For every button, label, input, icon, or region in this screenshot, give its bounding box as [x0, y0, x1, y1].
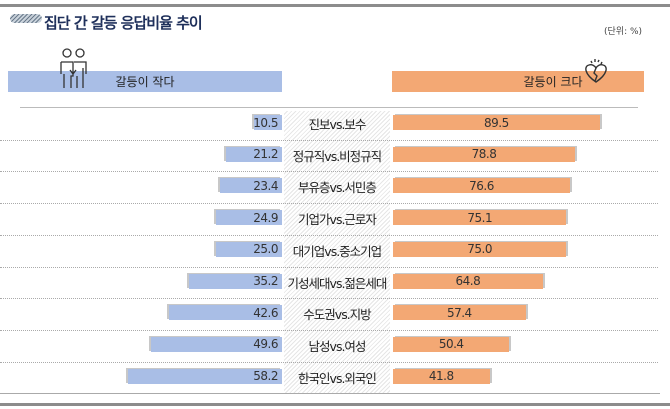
legend-left: 갈등이 작다 — [8, 71, 282, 92]
bar-left-label: 21.2 — [253, 147, 278, 162]
broken-heart-icon — [585, 59, 607, 83]
bar-right: 41.8 — [393, 368, 490, 384]
bar-right-label: 89.5 — [484, 115, 509, 130]
legend-right-label: 갈등이 크다 — [523, 75, 583, 89]
category-label: 기업가vs.근로자 — [298, 212, 377, 228]
bar-right-label: 75.0 — [467, 242, 492, 257]
bar-left-label: 23.4 — [253, 178, 278, 193]
unit-label: (단위: %) — [604, 27, 643, 37]
row-divider — [0, 266, 658, 268]
title-bullet-icon — [10, 14, 42, 23]
bar-right: 75.0 — [393, 241, 567, 257]
legend-right: 갈등이 크다 — [392, 71, 644, 92]
row-divider — [0, 171, 658, 173]
bar-right-label: 64.8 — [455, 274, 481, 288]
bar-right: 50.4 — [393, 336, 510, 352]
bar-right: 64.8 — [393, 273, 543, 289]
bar-right: 57.4 — [393, 305, 526, 321]
bar-left: 25.0 — [215, 241, 282, 257]
bar-left: 35.2 — [188, 273, 282, 289]
bar-left: 42.6 — [169, 305, 282, 321]
bar-left-label: 58.2 — [253, 369, 278, 384]
top-border — [0, 4, 670, 7]
category-label: 부유층vs.서민층 — [298, 180, 377, 196]
row-divider — [0, 329, 658, 331]
bar-left-label: 25.0 — [253, 242, 278, 257]
bar-left: 24.9 — [216, 210, 282, 226]
bar-left: 49.6 — [150, 336, 282, 352]
bottom-border — [0, 403, 670, 406]
bar-right-label: 78.8 — [471, 147, 497, 162]
bar-right: 78.8 — [393, 146, 576, 162]
header-separator — [20, 107, 638, 108]
category-label: 한국인vs.외국인 — [298, 370, 377, 386]
row-divider — [0, 203, 658, 205]
bar-right: 89.5 — [393, 115, 600, 130]
bar-left: 10.5 — [253, 115, 282, 130]
row-divider — [0, 139, 658, 141]
bar-left-label: 49.6 — [253, 337, 278, 352]
bar-right-label: 50.4 — [438, 337, 464, 352]
category-label: 수도권vs.지방 — [303, 307, 371, 323]
bar-right-label: 75.1 — [467, 210, 493, 225]
couple-icon — [60, 48, 87, 88]
chart-title: 집단 간 갈등 응답비율 추이 — [44, 14, 203, 32]
category-column — [284, 111, 390, 393]
bar-left-label: 10.5 — [253, 115, 278, 130]
category-label: 진보vs.보수 — [308, 117, 367, 132]
category-label: 기성세대vs.젊은세대 — [287, 275, 388, 291]
bar-right: 76.6 — [393, 178, 570, 194]
row-divider — [0, 361, 658, 363]
bar-right-label: 57.4 — [446, 305, 472, 320]
bar-right: 75.1 — [393, 210, 567, 226]
row-divider — [0, 234, 658, 236]
category-label: 남성vs.여성 — [308, 338, 367, 354]
bar-left-label: 35.2 — [253, 274, 278, 288]
bar-left: 58.2 — [127, 368, 282, 384]
row-divider — [0, 298, 658, 300]
category-label: 정규직vs.비정규직 — [292, 148, 382, 164]
category-label: 대기업vs.중소기업 — [292, 243, 382, 259]
bottom-rule — [0, 393, 660, 394]
bar-right-label: 41.8 — [428, 369, 454, 384]
bar-left: 21.2 — [225, 146, 282, 162]
legend-left-label: 갈등이 작다 — [115, 75, 175, 89]
bar-left-label: 42.6 — [253, 305, 278, 320]
bar-left-label: 24.9 — [253, 210, 278, 225]
bar-left: 23.4 — [219, 178, 282, 194]
bar-right-label: 76.6 — [469, 178, 494, 193]
